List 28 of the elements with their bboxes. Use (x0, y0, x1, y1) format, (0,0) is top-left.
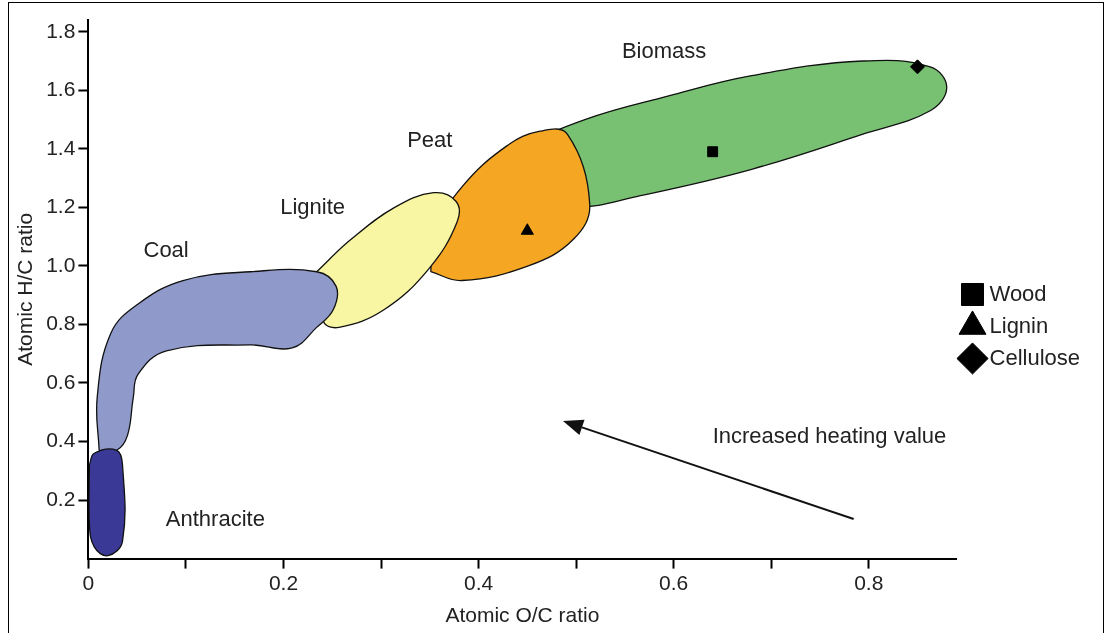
point (520, 223, 534, 235)
series-label: Coal (143, 237, 189, 263)
y-tick-label: 1.2 (46, 194, 76, 218)
annotation: Increased heating value (712, 422, 947, 449)
series-label: Biomass (621, 38, 707, 64)
point (909, 59, 925, 75)
y-tick-label: 1.6 (46, 77, 76, 101)
x-tick-label: 0.6 (659, 571, 689, 594)
legend-label: Lignin (989, 312, 1049, 338)
point (707, 146, 719, 158)
x-tick-label: 0.4 (463, 571, 494, 594)
series-label: Anthracite (165, 505, 265, 531)
y-axis-title: Atomic H/C ratio (13, 212, 37, 366)
x-tick-label: 0.2 (268, 571, 299, 594)
y-tick-label: 0.6 (46, 369, 76, 393)
y-tick-label: 1.0 (46, 252, 76, 276)
y-tick-label: 1.4 (46, 135, 76, 159)
x-axis-title: Atomic O/C ratio (445, 603, 600, 627)
y-tick-label: 0.8 (46, 311, 76, 335)
series-label: Lignite (280, 193, 346, 219)
legend-label: Cellulose (989, 344, 1081, 370)
y-tick-label: 1.8 (46, 18, 76, 42)
y-tick-label: 0.2 (46, 486, 76, 510)
y-tick-label: 0.4 (46, 428, 76, 452)
x-tick-label: 0 (82, 571, 95, 594)
legend-label: Wood (989, 280, 1047, 306)
series-label: Peat (407, 126, 453, 152)
x-tick-label: 0.8 (854, 571, 884, 594)
